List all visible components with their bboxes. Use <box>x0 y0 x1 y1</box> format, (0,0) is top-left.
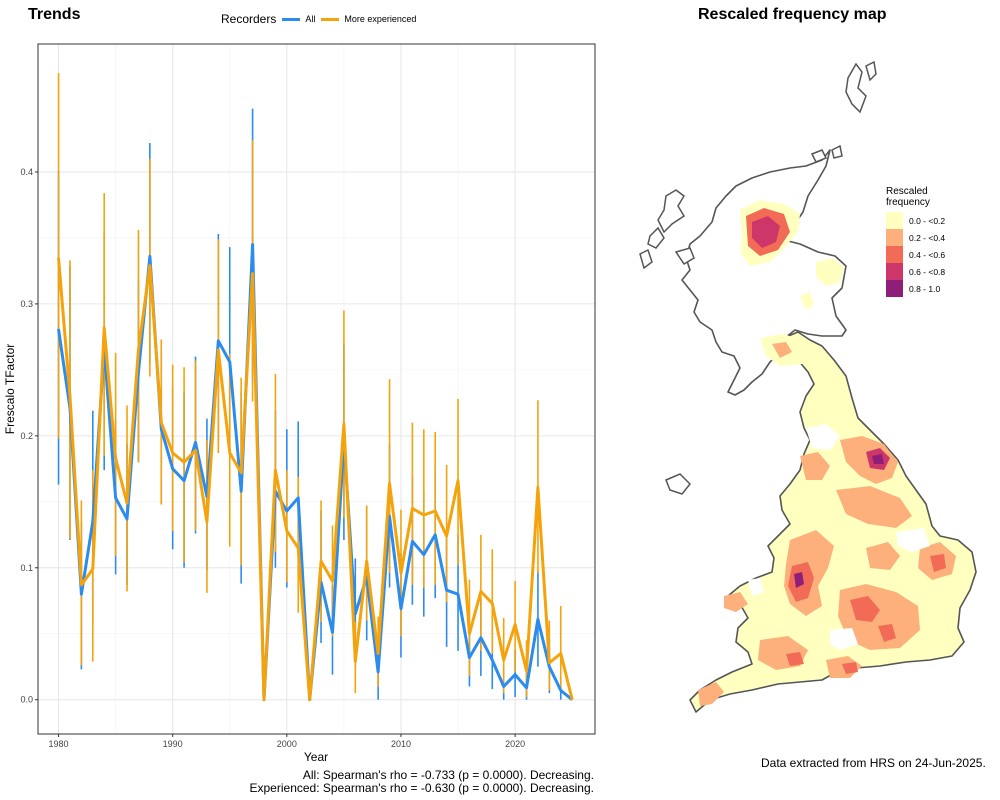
patch-orange-3 <box>836 486 912 528</box>
legend-label-experienced: More experienced <box>344 14 417 24</box>
trend-chart: 1980 1990 2000 2010 2020 0.0 0.1 0.2 0.3 0.4 Year… <box>3 43 596 764</box>
patch-purple-1 <box>872 454 884 464</box>
gap-area-3 <box>896 528 930 552</box>
x-tick-label: 2020 <box>505 739 525 749</box>
map-legend-row: 0.8 - 1.0 <box>886 280 945 297</box>
legend-key-all <box>282 17 301 21</box>
map-legend-row: 0.4 - <0.6 <box>886 246 945 263</box>
x-axis-title: Year <box>304 750 328 764</box>
stats-all: All: Spearman's rho = -0.733 (p = 0.0000… <box>302 768 594 782</box>
x-tick-label: 1980 <box>49 739 69 749</box>
patch-central-scotland-mid <box>772 342 792 358</box>
y-tick-label: 0.4 <box>20 167 33 177</box>
series-line-experienced <box>57 257 574 702</box>
x-tick-label: 2010 <box>391 739 411 749</box>
y-axis-title: Frescalo TFactor <box>3 344 17 434</box>
map-legend-swatch <box>886 280 903 297</box>
legend-key-experienced <box>321 17 340 21</box>
y-tick-label: 0.2 <box>20 431 33 441</box>
scotland-outline <box>681 149 847 396</box>
legend-label-all: All <box>305 14 316 24</box>
plot-frame <box>37 43 596 735</box>
stats-experienced: Experienced: Spearman's rho = -0.630 (p … <box>249 781 595 795</box>
patch-red-5 <box>930 554 946 572</box>
patch-orange-6 <box>758 636 862 678</box>
gap-area-1 <box>806 424 840 450</box>
map-legend-row: 0.0 - <0.2 <box>886 212 945 229</box>
ireland-fragment <box>665 473 692 495</box>
patch-red-4 <box>850 596 896 642</box>
map-legend-title-line1: Rescaled <box>886 186 928 197</box>
map-legend-title-line2: frequency <box>886 197 930 208</box>
map-legend-row: 0.2 - <0.4 <box>886 229 945 246</box>
patch-purple-2 <box>794 572 804 588</box>
gap-area-2 <box>830 628 858 650</box>
lines-layer <box>57 243 574 702</box>
trends-title: Trends <box>28 6 81 23</box>
x-tick-label: 2000 <box>277 739 297 749</box>
patch-orange-7 <box>698 592 748 706</box>
map-legend-label: 0.2 - <0.4 <box>909 232 946 243</box>
orkney-shetland-outline <box>810 60 877 163</box>
hebrides-outline <box>639 189 695 270</box>
recorders-legend-title: Recorders <box>221 12 277 26</box>
map-legend-swatch <box>886 263 903 280</box>
data-note: Data extracted from HRS on 24-Jun-2025. <box>761 756 986 770</box>
map-legend-label: 0.6 - <0.8 <box>909 266 946 277</box>
x-tick-label: 1990 <box>163 739 183 749</box>
recorders-legend: Recorders All More experienced <box>221 12 416 26</box>
patch-orange-8 <box>800 452 900 570</box>
y-tick-label: 0.1 <box>20 563 33 573</box>
map-legend-swatch <box>886 229 903 246</box>
map-legend-swatch <box>886 212 903 229</box>
map-legend: Rescaled frequency 0.0 - <0.2 0.2 - <0.4… <box>886 186 945 297</box>
map-legend-label: 0.8 - 1.0 <box>909 283 941 294</box>
map-title: Rescaled frequency map <box>698 6 887 23</box>
map-legend-label: 0.0 - <0.2 <box>909 215 946 226</box>
map-legend-row: 0.6 - <0.8 <box>886 263 945 280</box>
y-tick-label: 0.3 <box>20 299 33 309</box>
patch-red-6 <box>786 652 858 674</box>
patch-highland-high <box>752 216 780 248</box>
map-legend-label: 0.4 - <0.6 <box>909 249 946 260</box>
map-legend-swatch <box>886 246 903 263</box>
patch-central-scotland <box>760 292 814 366</box>
y-tick-label: 0.0 <box>20 695 33 705</box>
gap-area-4 <box>748 578 764 596</box>
axis-layer: 1980 1990 2000 2010 2020 0.0 0.1 0.2 0.3 0.4 <box>20 43 596 749</box>
frequency-map <box>639 60 977 713</box>
